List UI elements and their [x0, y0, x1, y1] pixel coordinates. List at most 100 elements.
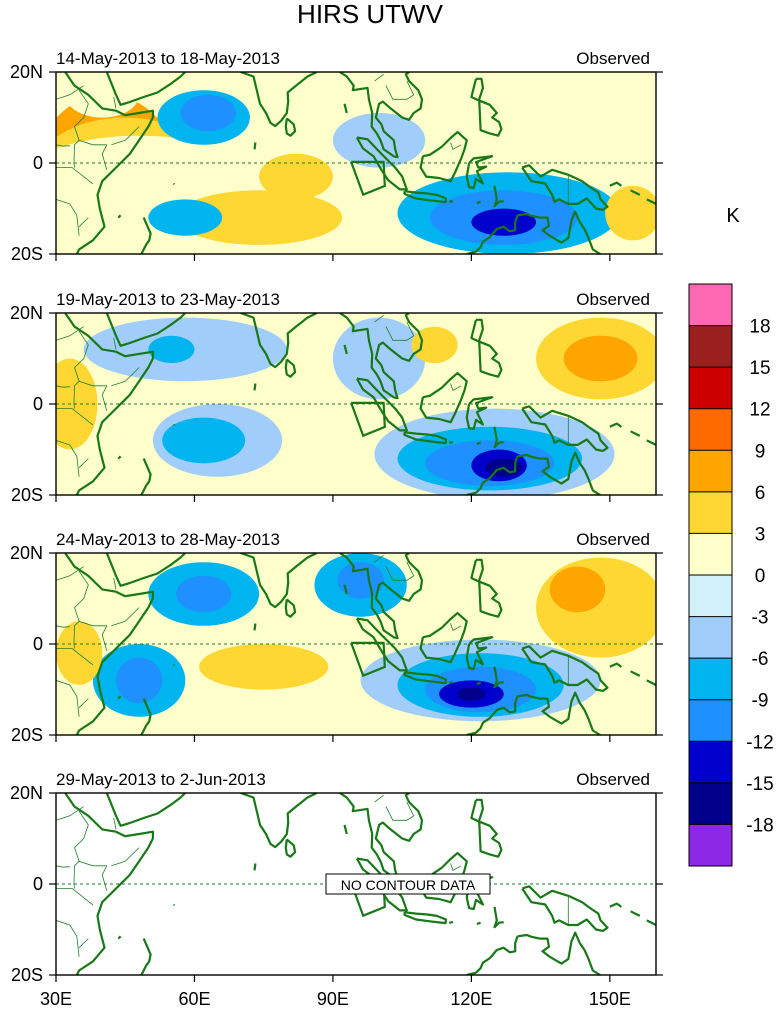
country-border — [368, 757, 370, 789]
y-tick-label: 0 — [33, 153, 43, 173]
country-border — [78, 458, 89, 468]
region-box — [350, 641, 386, 678]
coastline — [172, 182, 176, 185]
coastline — [493, 185, 504, 208]
contour-region — [471, 208, 536, 236]
coastline — [474, 302, 481, 304]
coastline — [253, 383, 257, 391]
coastline — [449, 921, 454, 924]
coastline — [403, 431, 448, 445]
coastline — [140, 217, 152, 254]
coastline — [517, 210, 603, 254]
coastline — [339, 72, 424, 159]
country-border — [56, 680, 80, 717]
coastline — [517, 931, 603, 975]
coastline — [517, 691, 603, 735]
colorbar-tick-label: -9 — [752, 691, 769, 712]
colorbar-tick-label: -15 — [746, 774, 773, 795]
coastline — [630, 910, 641, 917]
country-border — [56, 199, 80, 236]
panel-period-label: 19-May-2013 to 23-May-2013 — [56, 290, 280, 309]
contour-region — [536, 557, 656, 658]
y-tick-label: 20S — [11, 244, 43, 264]
country-border — [101, 144, 108, 170]
panel-observed-label: Observed — [576, 530, 650, 549]
colorbar-swatch — [689, 450, 732, 493]
x-tick-label: 120E — [450, 989, 492, 1009]
contour-region — [332, 317, 426, 400]
panel-observed-label: Observed — [576, 770, 650, 789]
coastline — [343, 824, 348, 835]
colorbar-swatch — [689, 616, 732, 659]
coastline — [343, 584, 348, 595]
panel-2: 20N 0 20S 19-May-2013 to 23-May-2013 Observe… — [10, 290, 663, 505]
country-border — [368, 517, 370, 549]
coastline — [646, 198, 656, 205]
coastline — [493, 426, 504, 449]
country-border — [73, 381, 80, 409]
country-border — [450, 142, 462, 150]
country-border — [385, 80, 415, 100]
country-border — [450, 383, 462, 391]
country-border — [450, 623, 462, 631]
coastline — [240, 72, 318, 128]
y-tick-label: 20S — [11, 725, 43, 745]
coastline — [284, 598, 297, 618]
coastline — [470, 318, 503, 378]
coastline — [476, 200, 481, 205]
contour-region — [457, 687, 486, 701]
coastline — [105, 793, 186, 827]
contour-region — [522, 76, 652, 123]
coastline — [240, 553, 318, 609]
country-border — [73, 861, 80, 889]
colorbar-swatch — [689, 658, 732, 701]
colorbar-tick-label: 18 — [749, 317, 770, 338]
colorbar-swatch — [689, 284, 732, 326]
x-tick-label: 60E — [178, 989, 210, 1009]
coastline — [355, 617, 408, 672]
coastline — [474, 61, 481, 63]
y-tick-label: 20S — [11, 485, 43, 505]
colorbar-tick-label: 6 — [755, 483, 766, 504]
coastline — [339, 793, 424, 880]
coastline — [105, 553, 186, 587]
coastline — [105, 72, 186, 106]
coastline — [465, 396, 494, 431]
country-border — [74, 89, 107, 146]
country-border — [374, 554, 384, 563]
contour-region — [65, 72, 140, 118]
colorbar-swatch — [689, 782, 732, 825]
coastline — [284, 117, 297, 137]
coastline — [419, 131, 468, 183]
country-border — [56, 648, 94, 666]
country-border — [368, 36, 370, 68]
contour-region — [332, 113, 426, 168]
y-tick-label: 20N — [10, 783, 43, 803]
country-border — [101, 865, 108, 891]
coastline — [64, 72, 154, 254]
contour-region — [148, 335, 195, 363]
region-box — [350, 160, 386, 197]
country-border — [78, 217, 89, 227]
coastline — [419, 372, 468, 424]
coastline — [521, 164, 609, 211]
contour-region — [549, 566, 606, 613]
country-border — [56, 625, 70, 628]
country-border — [101, 385, 108, 411]
country-border — [74, 570, 107, 627]
coastline — [343, 344, 348, 355]
contour-region — [411, 326, 458, 364]
coastline — [140, 938, 152, 975]
y-tick-label: 20S — [11, 965, 43, 985]
colorbar-swatch — [689, 741, 732, 784]
contour-region — [176, 575, 232, 613]
country-border — [56, 865, 70, 868]
coastline — [449, 441, 454, 444]
coastline — [470, 558, 503, 618]
colorbar-swatch — [689, 408, 732, 451]
coastline — [105, 313, 186, 347]
coastline — [403, 911, 448, 925]
x-tick-label: 30E — [40, 989, 72, 1009]
colorbar-swatch — [689, 491, 732, 534]
